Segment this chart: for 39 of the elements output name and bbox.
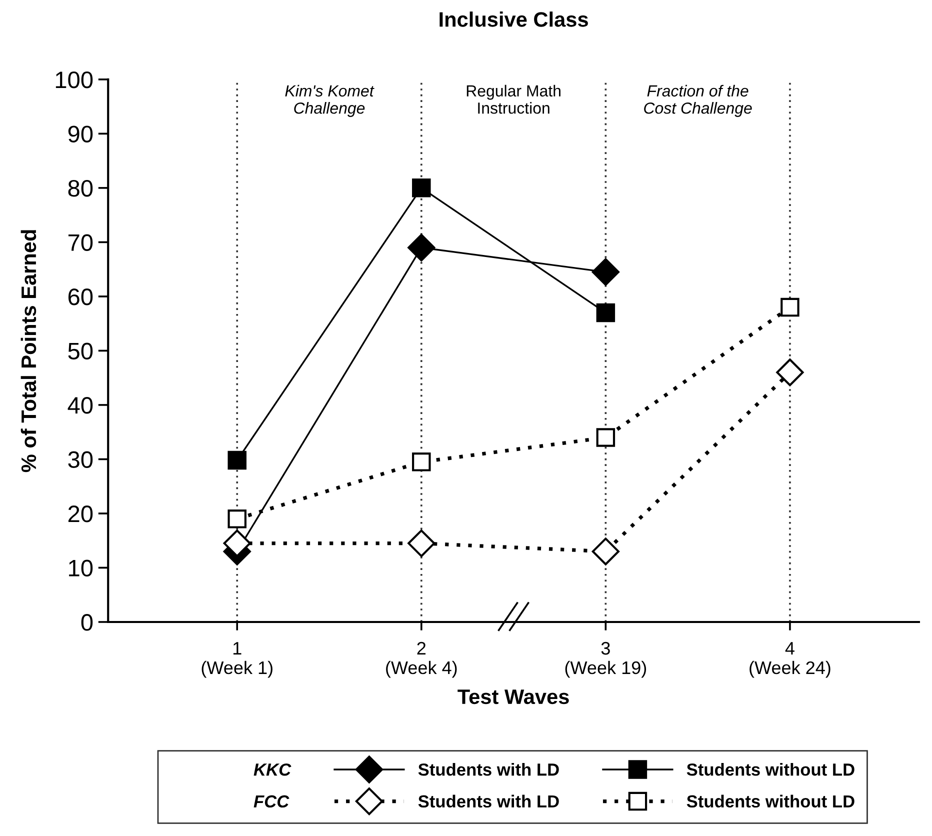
y-tick-label: 90 [68,126,93,142]
annotation: Regular Math Instruction [466,84,560,114]
point [228,510,246,528]
y-tick-label: 50 [68,342,93,360]
y-tick-label: 60 [68,288,93,306]
point [228,450,246,470]
legend-label: Students without LD [686,762,854,776]
text: KKC [254,763,292,776]
point [592,258,620,286]
y-tick-label: 10 [69,560,93,577]
x-tick-label: 3 (Week 19) [565,642,646,678]
legend-label: Students with LD [418,762,559,776]
y-tick-label: 70 [68,234,93,251]
point [408,234,436,262]
annotation: Fraction of the Cost Challenge [644,84,752,117]
point [408,530,436,558]
y-tick-label: 30 [68,451,93,468]
text: FCC [254,795,290,808]
legend-label: Students with LD [418,794,559,808]
point [776,358,804,386]
point [412,452,431,472]
y-tick-label: 80 [68,180,93,197]
x-axis-title: Test Waves [458,690,569,704]
y-tick-label: 20 [68,506,93,522]
x-tick-label: 1 (Week 1) [202,642,272,678]
point [412,178,431,198]
point [592,538,620,566]
point [596,303,616,322]
chart-title: Inclusive Class [440,12,588,27]
x-tick-label: 2 (Week 4) [386,642,457,678]
point [780,298,800,317]
y-tick-label: 0 [81,614,93,631]
annotation: Kim's Komet Challenge [285,84,374,117]
legend-label: Students without LD [686,794,854,808]
x-tick-label: 4 (Week 24) [750,642,830,678]
point [596,428,616,447]
y-tick-label: 40 [68,397,93,414]
y-tick-label: 100 [56,71,93,88]
y-axis-title: % of Total Points Earned [20,230,36,472]
